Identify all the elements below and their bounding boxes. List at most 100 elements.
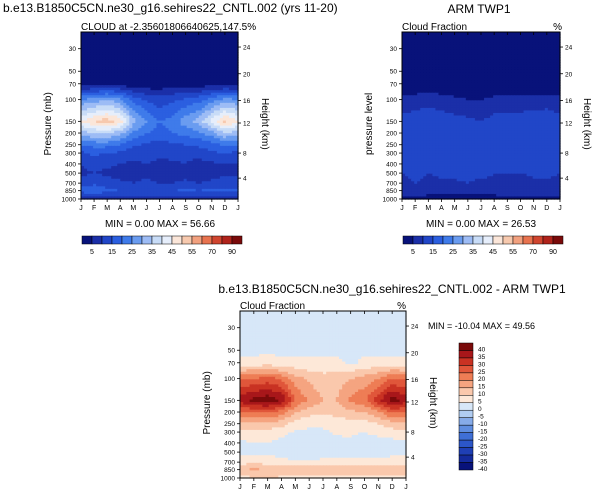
- contour-cell: [484, 47, 488, 51]
- contour-cell: [465, 90, 470, 94]
- contour-cell: [487, 97, 491, 101]
- contour-cell: [207, 82, 212, 86]
- contour-cell: [99, 196, 103, 200]
- contour-cell: [141, 125, 145, 129]
- contour-cell: [87, 168, 91, 172]
- contour-cell: [198, 62, 203, 66]
- contour-cell: [189, 133, 194, 137]
- contour-cell: [529, 77, 534, 81]
- contour-cell: [502, 32, 506, 36]
- contour-cell: [105, 196, 109, 200]
- contour-cell: [499, 42, 503, 46]
- contour-cell: [468, 97, 473, 101]
- contour-cell: [225, 47, 230, 51]
- contour-cell: [138, 82, 142, 86]
- contour-cell: [168, 128, 173, 132]
- contour-cell: [102, 44, 106, 48]
- contour-cell: [204, 188, 209, 193]
- contour-cell: [228, 95, 233, 99]
- contour-cell: [535, 77, 540, 81]
- contour-cell: [159, 115, 164, 119]
- contour-cell: [180, 186, 185, 190]
- contour-cell: [126, 145, 130, 149]
- contour-cell: [150, 75, 155, 79]
- contour-cell: [453, 47, 458, 51]
- contour-cell: [517, 80, 522, 84]
- contour-cell: [496, 37, 500, 41]
- contour-cell: [135, 57, 139, 61]
- contour-cell: [111, 186, 115, 190]
- contour-cell: [195, 39, 200, 43]
- contour-cell: [129, 112, 133, 117]
- contour-cell: [81, 90, 85, 94]
- contour-cell: [93, 148, 97, 152]
- contour-cell: [114, 67, 118, 71]
- contour-cell: [150, 49, 155, 53]
- contour-cell: [105, 118, 109, 122]
- contour-cell: [423, 85, 427, 89]
- contour-cell: [141, 135, 145, 139]
- contour-cell: [198, 95, 203, 99]
- contour-cell: [186, 105, 191, 109]
- contour-cell: [189, 69, 194, 74]
- contour-cell: [435, 67, 440, 71]
- contour-cell: [156, 59, 161, 63]
- contour-cell: [84, 166, 88, 170]
- contour-cell: [129, 140, 133, 144]
- contour-cell: [159, 100, 164, 104]
- contour-cell: [102, 105, 106, 109]
- contour-cell: [541, 49, 546, 53]
- contour-cell: [147, 80, 152, 84]
- contour-cell: [414, 49, 418, 53]
- contour-cell: [174, 105, 179, 109]
- contour-cell: [132, 62, 136, 66]
- contour-cell: [111, 57, 115, 61]
- contour-cell: [132, 72, 136, 76]
- contour-cell: [499, 57, 503, 61]
- contour-cell: [225, 176, 230, 180]
- contour-cell: [405, 85, 409, 89]
- contour-cell: [147, 125, 152, 129]
- contour-cell: [204, 92, 209, 96]
- contour-cell: [213, 173, 218, 177]
- contour-cell: [526, 72, 531, 76]
- contour-cell: [207, 100, 212, 104]
- contour-cell: [198, 115, 203, 119]
- contour-cell: [102, 135, 106, 139]
- contour-cell: [201, 107, 206, 112]
- contour-cell: [90, 32, 94, 36]
- contour-cell: [538, 80, 543, 84]
- contour-cell: [174, 112, 179, 117]
- contour-cell: [228, 44, 233, 48]
- contour-cell: [159, 90, 164, 94]
- contour-cell: [201, 168, 206, 172]
- contour-cell: [216, 148, 221, 152]
- contour-cell: [405, 69, 409, 74]
- contour-cell: [219, 85, 224, 89]
- contour-cell: [168, 125, 173, 129]
- contour-cell: [493, 82, 497, 86]
- contour-cell: [111, 155, 115, 160]
- contour-cell: [87, 135, 91, 139]
- contour-cell: [111, 123, 115, 127]
- contour-cell: [117, 128, 121, 132]
- contour-cell: [177, 37, 182, 41]
- contour-cell: [432, 57, 437, 61]
- contour-cell: [138, 110, 142, 114]
- contour-cell: [102, 125, 106, 129]
- contour-cell: [144, 166, 149, 170]
- contour-cell: [180, 123, 185, 127]
- contour-cell: [456, 95, 461, 99]
- contour-cell: [228, 102, 233, 106]
- contour-cell: [228, 32, 233, 36]
- contour-cell: [462, 72, 467, 76]
- contour-cell: [426, 52, 430, 56]
- contour-cell: [529, 52, 534, 56]
- contour-cell: [219, 44, 224, 48]
- contour-cell: [505, 100, 509, 104]
- contour-cell: [87, 145, 91, 149]
- contour-cell: [553, 75, 558, 79]
- contour-cell: [87, 163, 91, 167]
- contour-cell: [402, 42, 406, 46]
- contour-cell: [417, 80, 421, 84]
